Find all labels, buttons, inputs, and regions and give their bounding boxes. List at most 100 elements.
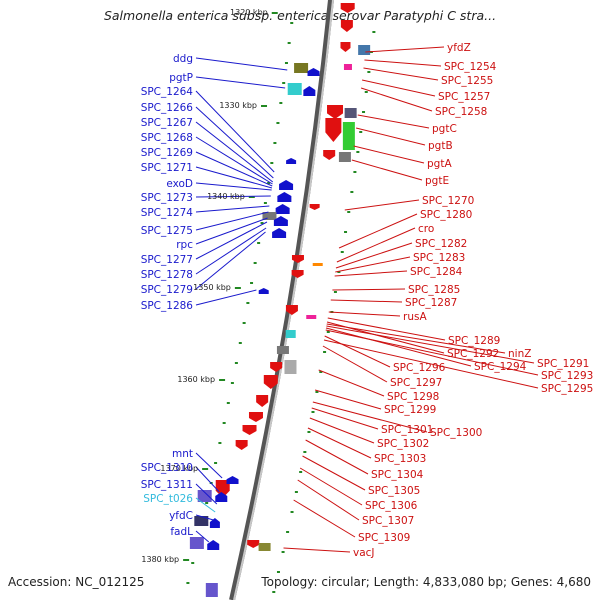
gene-label-right[interactable]: ninZ [508, 348, 531, 360]
gene-label-left[interactable]: ddg [173, 53, 193, 65]
gene-label-right[interactable]: rusA [403, 311, 427, 323]
feature-arrow [340, 3, 355, 13]
gene-label-right[interactable]: SPC_1257 [438, 91, 490, 103]
ring-tick [253, 262, 257, 264]
label-connector [364, 59, 442, 67]
gene-label-left[interactable]: SPC_1267 [141, 117, 193, 129]
gene-label-right[interactable]: SPC_1309 [358, 532, 410, 544]
ring-tick [234, 362, 238, 364]
label-connector [293, 499, 356, 538]
label-connector [314, 389, 382, 410]
gene-label-left[interactable]: SPC_1273 [141, 192, 193, 204]
gene-label-left[interactable]: SPC_1271 [141, 162, 193, 174]
label-connector [325, 327, 472, 367]
gene-label-left[interactable]: SPC_1310 [141, 462, 193, 474]
feature-arrow [263, 375, 278, 389]
gene-label-left[interactable]: SPC_1264 [141, 86, 194, 98]
feature-block [285, 330, 296, 338]
gene-label-right[interactable]: SPC_1293 [541, 370, 593, 382]
gene-label-left[interactable]: SPC_1311 [141, 479, 193, 491]
gene-label-left[interactable]: yfdC [169, 510, 193, 522]
ring-tick [191, 562, 195, 564]
ring-tick [282, 82, 286, 84]
label-connector [309, 417, 375, 444]
ring-tick [214, 462, 218, 464]
ring-tick [222, 422, 226, 424]
gene-label-left[interactable]: SPC_1286 [141, 300, 194, 312]
gene-label-right[interactable]: SPC_1280 [420, 209, 472, 221]
gene-label-right[interactable]: pgtC [432, 123, 457, 135]
gene-label-right[interactable]: SPC_1301 [381, 424, 433, 436]
gene-label-right[interactable]: SPC_1302 [377, 438, 429, 450]
label-connector [326, 323, 506, 354]
gene-label-right[interactable]: vacJ [353, 547, 375, 559]
gene-label-right[interactable]: SPC_1287 [405, 297, 457, 309]
scale-label: 1360 kbp [177, 375, 215, 384]
labels-layer: 1320 kbp 1330 kbp 1340 kbp 1350 kbp 1360 kbp… [141, 8, 594, 564]
gene-label-right[interactable]: SPC_1270 [422, 195, 474, 207]
feature-arrow [286, 158, 297, 164]
label-connector [195, 166, 273, 189]
gene-label-right[interactable]: SPC_1300 [430, 427, 482, 439]
gene-label-left[interactable]: SPC_1268 [141, 132, 193, 144]
gene-label-right[interactable]: SPC_1258 [435, 106, 487, 118]
scale-label: 1350 kbp [193, 283, 231, 292]
gene-label-right[interactable]: pgtA [427, 158, 452, 170]
gene-label-right[interactable]: SPC_1292 [447, 348, 499, 360]
gene-label-left[interactable]: SPC_1274 [141, 207, 194, 219]
gene-label-right[interactable]: pgtE [425, 175, 449, 187]
gene-label-right[interactable]: SPC_1283 [413, 252, 465, 264]
gene-label-left[interactable]: SPC_1278 [141, 269, 193, 281]
gene-label-left[interactable]: SPC_1275 [141, 225, 193, 237]
scale-label: 1370 kbp [160, 464, 198, 473]
gene-label-right[interactable]: SPC_1303 [374, 453, 426, 465]
gene-label-right[interactable]: SPC_1284 [410, 266, 463, 278]
gene-label-right[interactable]: SPC_1297 [390, 377, 442, 389]
gene-label-right[interactable]: SPC_1307 [362, 515, 414, 527]
label-connector [195, 497, 216, 513]
feature-block [189, 537, 204, 549]
ring-tick [276, 571, 280, 573]
label-connector [327, 317, 446, 341]
gene-label-right[interactable]: yfdZ [447, 42, 471, 54]
gene-label-left[interactable]: SPC_1279 [141, 284, 193, 296]
gene-label-right[interactable]: SPC_1254 [444, 61, 497, 73]
label-connector [195, 227, 267, 275]
feature-block [294, 63, 309, 73]
gene-label-right[interactable]: SPC_1306 [365, 500, 418, 512]
gene-label-left[interactable]: pgtP [169, 72, 193, 84]
gene-label-right[interactable]: SPC_1282 [415, 238, 467, 250]
label-connector [365, 46, 445, 53]
gene-label-right[interactable]: SPC_1255 [441, 75, 493, 87]
scale-tick [219, 379, 226, 381]
gene-label-right[interactable]: pgtB [428, 140, 453, 152]
gene-label-left[interactable]: mnt [172, 448, 193, 460]
gene-label-left[interactable]: exoD [166, 178, 193, 190]
gene-label-right[interactable]: cro [418, 223, 434, 235]
label-connector [335, 242, 413, 269]
gene-label-left[interactable]: SPC_1266 [141, 102, 194, 114]
gene-label-left[interactable]: SPC_1277 [141, 254, 193, 266]
gene-label-right[interactable]: SPC_1305 [368, 485, 420, 497]
gene-label-right[interactable]: SPC_1304 [371, 469, 424, 481]
gene-label-left[interactable]: rpc [176, 239, 193, 251]
gene-label-left[interactable]: SPC_1269 [141, 147, 193, 159]
ring-tick [372, 31, 376, 33]
gene-label-right[interactable]: SPC_1291 [537, 358, 589, 370]
gene-label-right[interactable]: SPC_1298 [387, 391, 439, 403]
ring-tick [311, 411, 315, 413]
feature-block [284, 360, 297, 374]
gene-label-right[interactable]: SPC_1289 [448, 335, 500, 347]
gene-label-right[interactable]: SPC_1294 [474, 361, 527, 373]
gene-label-left[interactable]: fadL [170, 526, 193, 538]
ring-tick [294, 491, 298, 493]
feature-block [344, 108, 357, 118]
gene-label-right[interactable]: SPC_1296 [393, 362, 446, 374]
feature-arrow [307, 68, 320, 76]
ring-tick [359, 131, 363, 133]
gene-label-right[interactable]: SPC_1285 [408, 284, 460, 296]
scale-tick [271, 12, 278, 14]
gene-label-right[interactable]: SPC_1299 [384, 404, 436, 416]
gene-label-right[interactable]: SPC_1295 [541, 383, 593, 395]
gene-label-left[interactable]: SPC_t026 [143, 493, 193, 505]
